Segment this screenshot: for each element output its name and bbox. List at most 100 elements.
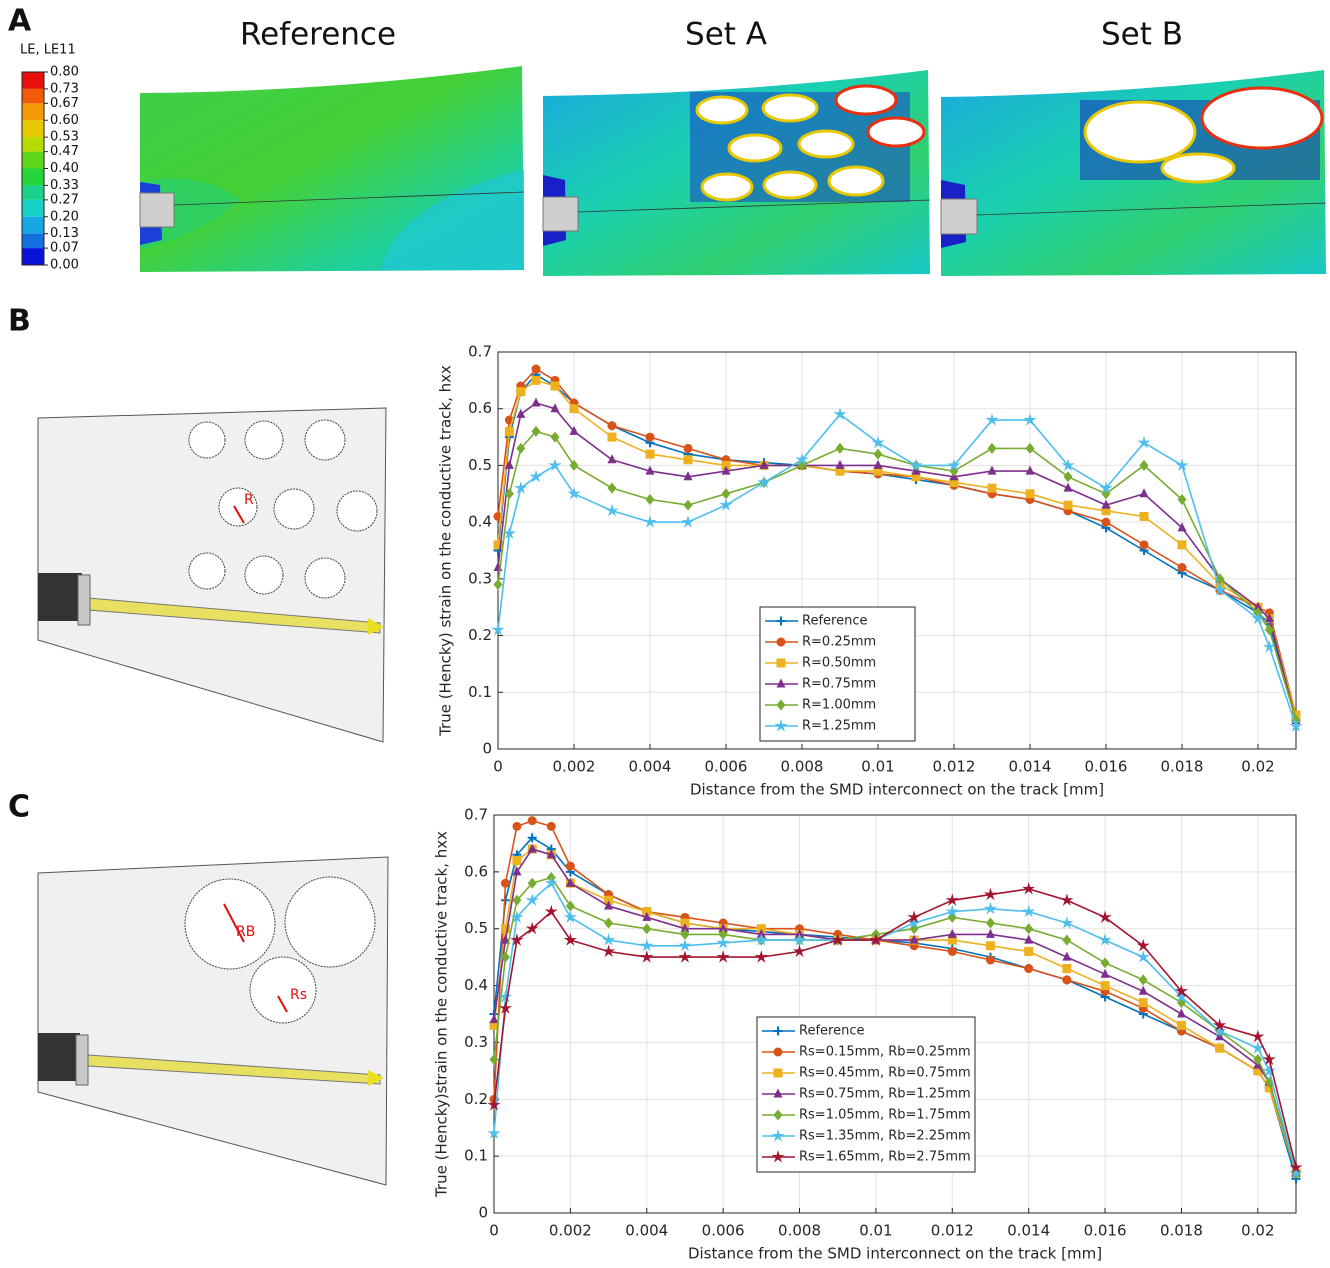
marker bbox=[531, 397, 541, 407]
marker bbox=[510, 933, 524, 946]
marker bbox=[1213, 1024, 1227, 1037]
marker bbox=[680, 923, 690, 933]
x-tick-label: 0.006 bbox=[702, 1222, 745, 1240]
marker bbox=[680, 928, 690, 940]
marker bbox=[550, 381, 560, 391]
marker bbox=[504, 426, 514, 436]
colorbar-label: 0.20 bbox=[50, 209, 79, 224]
marker bbox=[569, 404, 579, 414]
marker bbox=[640, 938, 654, 952]
marker bbox=[504, 459, 514, 469]
marker bbox=[947, 946, 957, 956]
marker bbox=[831, 933, 845, 946]
x-tick-label: 0.018 bbox=[1161, 758, 1204, 776]
marker bbox=[792, 933, 807, 946]
marker bbox=[771, 1129, 785, 1142]
marker bbox=[1101, 517, 1111, 527]
marker bbox=[754, 950, 768, 963]
marker bbox=[550, 431, 560, 443]
marker bbox=[601, 933, 616, 946]
marker bbox=[548, 458, 562, 472]
colorbar-swatch bbox=[22, 248, 44, 265]
y-tick-label: 0.5 bbox=[464, 919, 488, 937]
marker bbox=[873, 466, 883, 476]
marker bbox=[1025, 489, 1035, 499]
marker bbox=[516, 387, 526, 397]
marker bbox=[601, 944, 616, 958]
radius-label: R bbox=[244, 492, 254, 508]
marker bbox=[527, 843, 537, 853]
marker bbox=[754, 933, 768, 946]
marker bbox=[945, 904, 959, 918]
marker bbox=[1176, 1008, 1186, 1018]
legend-label: R=0.25mm bbox=[802, 635, 876, 650]
marker bbox=[529, 469, 543, 483]
marker bbox=[491, 622, 505, 636]
marker bbox=[544, 876, 558, 889]
chart: 0 0.1 0.2 0.3 0.4 0.5 0.6 0.7 0 0.002 0.004 0.006 0.… bbox=[437, 343, 1303, 799]
y-tick-label: 0.2 bbox=[468, 626, 492, 644]
marker bbox=[498, 1001, 513, 1014]
marker bbox=[514, 481, 528, 494]
marker bbox=[776, 637, 786, 647]
colorbar-title: LE, LE11 bbox=[20, 43, 76, 58]
marker bbox=[489, 1014, 499, 1024]
contour-title: Reference bbox=[240, 17, 396, 53]
marker bbox=[1101, 506, 1111, 516]
marker bbox=[911, 472, 921, 482]
marker bbox=[605, 503, 619, 517]
marker bbox=[1060, 916, 1074, 929]
marker bbox=[1138, 998, 1148, 1008]
marker bbox=[1100, 968, 1110, 978]
y-tick-label: 0.7 bbox=[468, 343, 492, 361]
marker bbox=[487, 1126, 501, 1139]
panel-label: A bbox=[8, 4, 32, 39]
marker bbox=[907, 910, 921, 923]
marker bbox=[512, 855, 522, 865]
marker bbox=[527, 816, 537, 826]
marker bbox=[1139, 488, 1149, 498]
marker bbox=[1215, 1043, 1225, 1053]
legend-label: Rs=0.45mm, Rb=0.75mm bbox=[799, 1066, 971, 1081]
marker bbox=[563, 933, 577, 946]
marker bbox=[1253, 1053, 1263, 1065]
colorbar-label: 0.07 bbox=[50, 241, 79, 256]
marker bbox=[873, 448, 883, 460]
y-tick-label: 0.1 bbox=[468, 683, 492, 701]
marker bbox=[512, 821, 522, 831]
marker bbox=[550, 403, 560, 413]
marker bbox=[1025, 442, 1035, 454]
marker bbox=[607, 432, 617, 442]
x-tick-label: 0.018 bbox=[1160, 1222, 1203, 1240]
marker bbox=[1174, 984, 1189, 997]
y-tick-label: 0.2 bbox=[464, 1090, 488, 1108]
marker bbox=[569, 425, 579, 435]
marker bbox=[1177, 493, 1187, 505]
marker bbox=[1175, 458, 1189, 472]
x-tick-label: 0.014 bbox=[1009, 758, 1052, 776]
marker bbox=[983, 887, 998, 901]
marker bbox=[504, 488, 514, 500]
marker bbox=[795, 452, 809, 466]
marker bbox=[985, 413, 999, 426]
marker bbox=[1213, 1018, 1227, 1031]
contour-reference bbox=[139, 66, 525, 272]
y-tick-label: 0 bbox=[478, 1204, 488, 1222]
x-tick-label: 0.016 bbox=[1085, 758, 1128, 776]
colorbar-swatch bbox=[22, 185, 44, 200]
colorbar-label: 0.53 bbox=[50, 130, 79, 145]
colorbar-swatch bbox=[22, 72, 44, 89]
y-tick-label: 0.4 bbox=[464, 976, 488, 994]
legend-label: Rs=1.65mm, Rb=2.75mm bbox=[799, 1150, 971, 1165]
marker bbox=[757, 475, 771, 489]
marker bbox=[1262, 1052, 1276, 1066]
marker bbox=[512, 866, 522, 876]
marker bbox=[985, 955, 995, 965]
marker bbox=[773, 1088, 783, 1098]
marker bbox=[500, 924, 510, 934]
marker bbox=[1253, 1066, 1263, 1076]
marker bbox=[1137, 435, 1151, 449]
colorbar-swatch bbox=[22, 103, 44, 121]
marker bbox=[502, 526, 517, 540]
